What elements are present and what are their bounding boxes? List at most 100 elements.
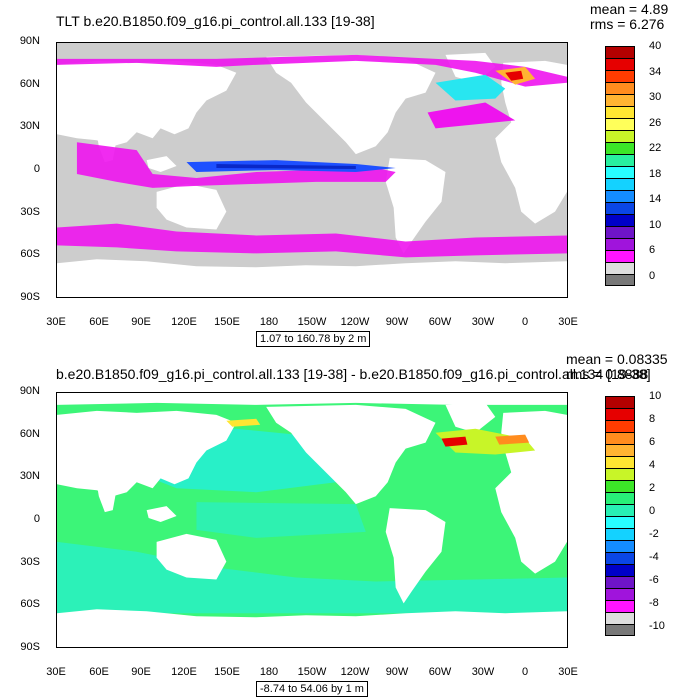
top-lon-label: 180: [259, 316, 279, 328]
bottom-colorbar-swatch: [605, 516, 635, 528]
top-colorbar-swatch: [605, 250, 635, 262]
top-colorbar-label: 22: [649, 142, 662, 155]
top-colorbar-swatch: [605, 82, 635, 94]
bottom-colorbar-swatch: [605, 456, 635, 468]
top-colorbar-swatch: [605, 214, 635, 226]
top-lon-label: 150E: [214, 316, 240, 328]
bottom-southern-cyan: [57, 541, 567, 614]
top-lon-label: 120W: [340, 316, 370, 328]
top-south-america: [385, 158, 446, 254]
bottom-colorbar-label: -6: [649, 574, 659, 586]
bottom-colorbar-label: -4: [649, 551, 659, 563]
bottom-lon-label: 30E: [46, 666, 66, 678]
bottom-indonesia: [146, 506, 177, 522]
bottom-australia: [156, 533, 227, 580]
top-colorbar-swatch: [605, 190, 635, 202]
top-north-america: [266, 54, 436, 155]
top-atlantic-band: [427, 102, 516, 129]
top-colorbar-swatch: [605, 166, 635, 178]
top-natl-red: [505, 70, 524, 81]
top-colorbar-swatch: [605, 58, 635, 70]
top-map: [56, 42, 568, 298]
top-australia: [156, 183, 227, 230]
bottom-arctic-land: [57, 393, 567, 405]
bottom-colorbar-swatch: [605, 480, 635, 492]
bottom-lon-label: 120E: [171, 666, 197, 678]
bottom-colorbar-label: 4: [649, 459, 656, 471]
bottom-colorbar-swatch: [605, 540, 635, 552]
top-range-box: 1.07 to 160.78 by 2 m: [256, 331, 371, 347]
bottom-colorbar-swatch: [605, 600, 635, 612]
top-colorbar-label: 14: [649, 193, 662, 206]
top-lat-label: 60N: [19, 78, 40, 90]
top-colorbar-label: 18: [649, 167, 662, 180]
bottom-tropical-cyan: [196, 502, 366, 538]
top-lat-label: 90S: [20, 291, 40, 303]
top-lon-label: 30W: [471, 316, 495, 328]
bottom-colorbar-label: -8: [649, 597, 659, 609]
bottom-lat-label: 60S: [20, 598, 40, 610]
top-lon-label: 60E: [89, 316, 109, 328]
bottom-lon-label: 0: [521, 666, 529, 678]
bottom-lon-label: 150W: [297, 666, 327, 678]
bottom-lat-label: 30S: [20, 556, 40, 568]
bottom-lon-label: 60W: [428, 666, 452, 678]
top-colorbar-swatch: [605, 262, 635, 274]
top-lat-label: 60S: [20, 248, 40, 260]
bottom-colorbar-swatch: [605, 564, 635, 576]
top-lon-label: 30E: [558, 316, 578, 328]
bottom-colorbar: 10 8 6 4 2 0 -2 -4 -6 -8 -10: [605, 390, 665, 636]
top-colorbar-label: 6: [649, 244, 656, 257]
top-colorbar-label: 40: [649, 40, 662, 52]
bottom-colorbar-swatch: [605, 624, 635, 636]
bottom-lat-label: 90S: [20, 641, 40, 653]
top-map-canvas: [57, 43, 567, 297]
top-lon-label: 0: [521, 316, 529, 328]
top-southern-band: [57, 223, 567, 258]
bottom-colorbar-swatch: [605, 444, 635, 456]
bottom-north-america: [266, 404, 436, 505]
bottom-lat-label: 60N: [19, 428, 40, 440]
top-colorbar-swatch: [605, 154, 635, 166]
bottom-colorbar-swatch: [605, 504, 635, 516]
bottom-natl-red: [441, 436, 468, 447]
bottom-colorbar-label: 10: [649, 390, 662, 402]
bottom-okhotsk-yellow: [226, 418, 261, 427]
bottom-colorbar-swatch: [605, 552, 635, 564]
top-colorbar-swatch: [605, 70, 635, 82]
bottom-natl-yellowgreen: [435, 428, 536, 455]
bottom-lon-label: 120W: [340, 666, 370, 678]
bottom-natl-orange: [495, 434, 530, 445]
top-colorbar-label: 26: [649, 116, 662, 129]
bottom-colorbar-label: 0: [649, 505, 656, 517]
bottom-colorbar-swatch: [605, 576, 635, 588]
top-colorbar-swatch: [605, 130, 635, 142]
bottom-lon-label: 180: [259, 666, 279, 678]
bottom-colorbar-label: 8: [649, 413, 656, 425]
bottom-colorbar-swatch: [605, 528, 635, 540]
top-colorbar-swatch: [605, 178, 635, 190]
bottom-lat-label: 90N: [19, 385, 40, 397]
bottom-panel-title: b.e20.B1850.f09_g16.pi_control.all.133 […: [56, 366, 651, 382]
top-asia: [57, 60, 237, 147]
top-lon-label: 90E: [131, 316, 151, 328]
bottom-lat-label: 0: [33, 513, 40, 525]
top-lon-label: 150W: [297, 316, 327, 328]
top-lon-label: 120E: [171, 316, 197, 328]
bottom-lon-label: 90E: [131, 666, 151, 678]
top-colorbar-swatch: [605, 118, 635, 130]
top-mean-label: mean = 4.89: [590, 1, 669, 17]
bottom-lon-label: 60E: [89, 666, 109, 678]
top-northern-band: [57, 54, 567, 87]
bottom-map: [56, 392, 568, 648]
bottom-rms-label: rms = 0.8888: [566, 366, 649, 382]
top-colorbar-swatch: [605, 142, 635, 154]
top-colorbar-label: 0: [649, 270, 656, 282]
bottom-lat-label: 30N: [19, 470, 40, 482]
top-colorbar-swatch: [605, 94, 635, 106]
top-lon-label: 60W: [428, 316, 452, 328]
top-colorbar-swatch: [605, 46, 635, 58]
top-colorbar-swatch: [605, 238, 635, 250]
top-colorbar-label: 30: [649, 91, 662, 104]
bottom-lon-label: 30E: [558, 666, 578, 678]
